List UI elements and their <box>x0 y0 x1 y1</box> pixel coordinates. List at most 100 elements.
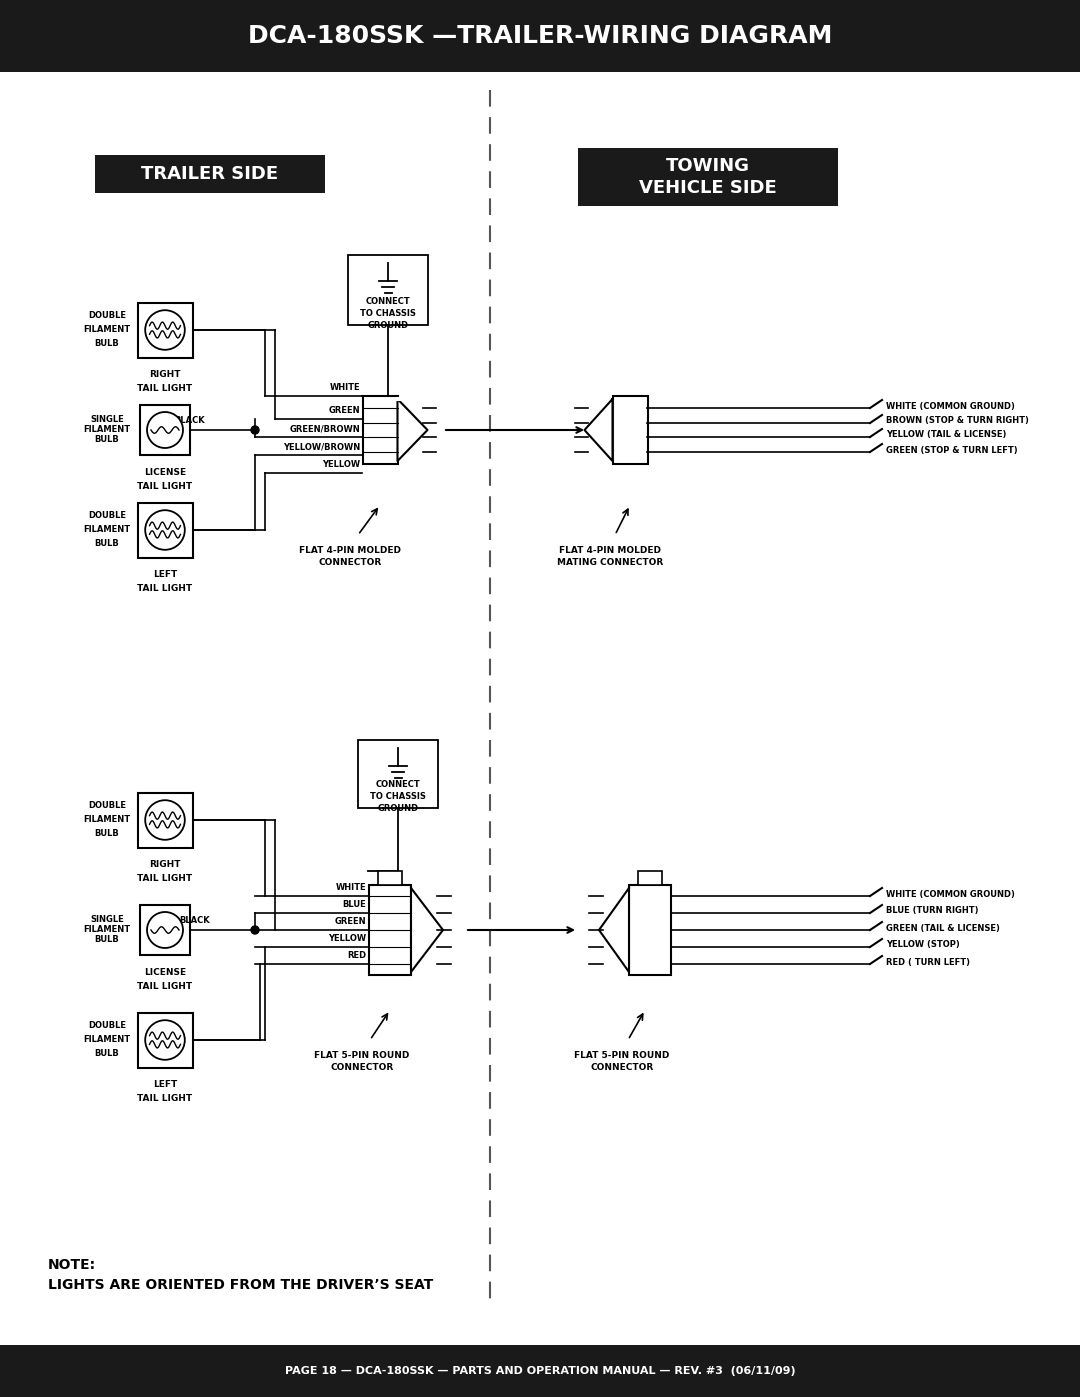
Text: FLAT 4-PIN MOLDED: FLAT 4-PIN MOLDED <box>559 546 661 555</box>
Text: DOUBLE: DOUBLE <box>87 802 126 810</box>
Bar <box>378 870 402 886</box>
Text: DOUBLE: DOUBLE <box>87 1021 126 1031</box>
Text: GROUND: GROUND <box>367 321 408 330</box>
Text: FILAMENT: FILAMENT <box>83 1035 131 1045</box>
Text: GREEN (TAIL & LICENSE): GREEN (TAIL & LICENSE) <box>886 923 1000 933</box>
Text: FILAMENT: FILAMENT <box>83 525 131 535</box>
Text: BULB: BULB <box>95 1049 120 1059</box>
Bar <box>348 256 428 326</box>
Text: YELLOW/BROWN: YELLOW/BROWN <box>283 441 360 451</box>
Bar <box>629 886 671 975</box>
Text: BULB: BULB <box>95 936 120 944</box>
Text: BULB: BULB <box>95 339 120 348</box>
Text: YELLOW: YELLOW <box>328 935 366 943</box>
Text: NOTE:: NOTE: <box>48 1259 96 1273</box>
Text: GREEN/BROWN: GREEN/BROWN <box>289 425 360 433</box>
Text: WHITE (COMMON GROUND): WHITE (COMMON GROUND) <box>886 890 1015 898</box>
Bar <box>137 503 192 557</box>
Text: LEFT: LEFT <box>153 570 177 578</box>
Text: YELLOW: YELLOW <box>322 460 360 469</box>
Text: CONNECTOR: CONNECTOR <box>319 557 381 567</box>
Text: TAIL LIGHT: TAIL LIGHT <box>137 482 192 490</box>
Text: SINGLE: SINGLE <box>90 415 124 425</box>
Circle shape <box>251 426 259 434</box>
Circle shape <box>251 926 259 935</box>
Text: BROWN (STOP & TURN RIGHT): BROWN (STOP & TURN RIGHT) <box>886 416 1029 426</box>
Text: WHITE: WHITE <box>329 383 360 393</box>
Text: TO CHASSIS: TO CHASSIS <box>360 309 416 319</box>
Text: TRAILER SIDE: TRAILER SIDE <box>141 165 279 183</box>
Bar <box>140 405 190 455</box>
Text: RIGHT: RIGHT <box>149 861 180 869</box>
Text: MATING CONNECTOR: MATING CONNECTOR <box>557 557 663 567</box>
Text: BULB: BULB <box>95 539 120 549</box>
Text: YELLOW (TAIL & LICENSE): YELLOW (TAIL & LICENSE) <box>886 430 1007 440</box>
Circle shape <box>147 912 183 949</box>
Text: TO CHASSIS: TO CHASSIS <box>370 792 426 800</box>
Bar <box>137 792 192 848</box>
Bar <box>357 740 438 807</box>
Circle shape <box>145 1020 185 1060</box>
Text: CONNECTOR: CONNECTOR <box>330 1063 393 1071</box>
Text: GREEN: GREEN <box>328 407 360 415</box>
Text: LEFT: LEFT <box>153 1080 177 1090</box>
Text: TOWING
VEHICLE SIDE: TOWING VEHICLE SIDE <box>639 156 777 197</box>
Text: LICENSE: LICENSE <box>144 968 186 977</box>
Text: BULB: BULB <box>95 436 120 444</box>
Bar <box>612 395 648 464</box>
Text: BLACK: BLACK <box>179 916 211 925</box>
Text: FILAMENT: FILAMENT <box>83 426 131 434</box>
Text: CONNECT: CONNECT <box>366 298 410 306</box>
Text: FLAT 5-PIN ROUND: FLAT 5-PIN ROUND <box>314 1051 409 1060</box>
Polygon shape <box>411 888 443 972</box>
Text: RIGHT: RIGHT <box>149 370 180 379</box>
Text: YELLOW (STOP): YELLOW (STOP) <box>886 940 960 950</box>
Text: DOUBLE: DOUBLE <box>87 511 126 521</box>
Circle shape <box>147 412 183 448</box>
Bar <box>0 0 1080 73</box>
Polygon shape <box>397 400 428 461</box>
Bar <box>95 155 325 193</box>
Circle shape <box>145 510 185 550</box>
Polygon shape <box>584 400 612 461</box>
Bar <box>140 905 190 956</box>
Circle shape <box>145 310 185 349</box>
Text: SINGLE: SINGLE <box>90 915 124 925</box>
Polygon shape <box>599 888 629 972</box>
Text: TAIL LIGHT: TAIL LIGHT <box>137 982 192 990</box>
Text: FLAT 5-PIN ROUND: FLAT 5-PIN ROUND <box>575 1051 670 1060</box>
Bar <box>638 870 662 886</box>
Text: BULB: BULB <box>95 830 120 838</box>
Text: BLUE: BLUE <box>342 900 366 909</box>
Text: BLACK: BLACK <box>175 416 205 425</box>
Text: GREEN: GREEN <box>335 916 366 926</box>
Circle shape <box>145 800 185 840</box>
Bar <box>578 148 838 205</box>
Text: GROUND: GROUND <box>377 805 419 813</box>
Bar <box>137 1013 192 1067</box>
Text: RED ( TURN LEFT): RED ( TURN LEFT) <box>886 957 970 967</box>
Text: FILAMENT: FILAMENT <box>83 326 131 334</box>
Text: FILAMENT: FILAMENT <box>83 925 131 935</box>
Text: DOUBLE: DOUBLE <box>87 312 126 320</box>
Text: BLUE (TURN RIGHT): BLUE (TURN RIGHT) <box>886 907 978 915</box>
Text: PAGE 18 — DCA-180SSK — PARTS AND OPERATION MANUAL — REV. #3  (06/11/09): PAGE 18 — DCA-180SSK — PARTS AND OPERATI… <box>285 1366 795 1376</box>
Text: TAIL LIGHT: TAIL LIGHT <box>137 384 192 393</box>
Bar <box>363 395 397 464</box>
Bar <box>369 886 411 975</box>
Text: GREEN (STOP & TURN LEFT): GREEN (STOP & TURN LEFT) <box>886 446 1017 454</box>
Text: LICENSE: LICENSE <box>144 468 186 476</box>
Text: CONNECT: CONNECT <box>376 780 420 789</box>
Text: WHITE: WHITE <box>336 883 366 893</box>
Bar <box>0 1345 1080 1397</box>
Text: LIGHTS ARE ORIENTED FROM THE DRIVER’S SEAT: LIGHTS ARE ORIENTED FROM THE DRIVER’S SE… <box>48 1278 433 1292</box>
Text: CONNECTOR: CONNECTOR <box>591 1063 653 1071</box>
Text: TAIL LIGHT: TAIL LIGHT <box>137 1094 192 1104</box>
Text: TAIL LIGHT: TAIL LIGHT <box>137 584 192 592</box>
Text: DCA-180SSK —TRAILER-WIRING DIAGRAM: DCA-180SSK —TRAILER-WIRING DIAGRAM <box>247 24 833 47</box>
Text: FILAMENT: FILAMENT <box>83 816 131 824</box>
Text: RED: RED <box>347 951 366 960</box>
Bar <box>137 303 192 358</box>
Text: TAIL LIGHT: TAIL LIGHT <box>137 875 192 883</box>
Text: FLAT 4-PIN MOLDED: FLAT 4-PIN MOLDED <box>299 546 401 555</box>
